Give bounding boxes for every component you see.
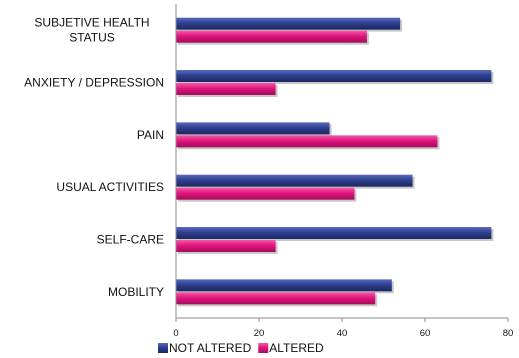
category-label-line: SUBJETIVE HEALTH	[34, 16, 149, 30]
category-label-line: PAIN	[137, 128, 164, 142]
category-label-subjetive-health-status: SUBJETIVE HEALTH STATUS	[34, 16, 149, 45]
bar-not-altered-pain	[176, 122, 330, 135]
category-label-usual-activities: USUAL ACTIVITIES	[56, 180, 164, 194]
bar-altered-self-care	[176, 240, 276, 252]
bar-altered-subjetive-health-status	[176, 30, 367, 43]
bar-altered-pain	[176, 135, 438, 148]
category-label-mobility: MOBILITY	[108, 285, 164, 299]
x-tick-label-0: 0	[173, 328, 178, 339]
x-tick-label-60: 60	[420, 328, 431, 339]
category-label-pain: PAIN	[137, 128, 164, 142]
category-label-line: MOBILITY	[108, 285, 164, 299]
legend-swatch-not-altered	[158, 343, 168, 353]
category-label-line: SELF-CARE	[97, 233, 164, 247]
bar-not-altered-self-care	[176, 227, 492, 239]
legend-label-not-altered: NOT ALTERED	[169, 341, 252, 355]
legend-swatch-altered	[258, 343, 269, 353]
bar-altered-mobility	[176, 292, 376, 305]
category-label-line: STATUS	[69, 31, 115, 45]
category-label-line: USUAL ACTIVITIES	[56, 180, 164, 194]
bar-altered-usual-activities	[176, 187, 355, 200]
bar-not-altered-anxiety-depression	[176, 70, 492, 82]
bar-altered-anxiety-depression	[176, 83, 276, 95]
bar-not-altered-mobility	[176, 279, 392, 292]
x-tick-label-80: 80	[503, 328, 514, 339]
category-label-self-care: SELF-CARE	[97, 233, 164, 247]
x-tick-label-40: 40	[337, 328, 348, 339]
category-label-line: ANXIETY / DEPRESSION	[24, 76, 164, 90]
bar-not-altered-usual-activities	[176, 174, 413, 187]
legend-label-altered: ALTERED	[269, 341, 324, 355]
bar-not-altered-subjetive-health-status	[176, 17, 401, 30]
x-tick-label-20: 20	[254, 328, 265, 339]
category-label-anxiety-depression: ANXIETY / DEPRESSION	[24, 76, 164, 90]
